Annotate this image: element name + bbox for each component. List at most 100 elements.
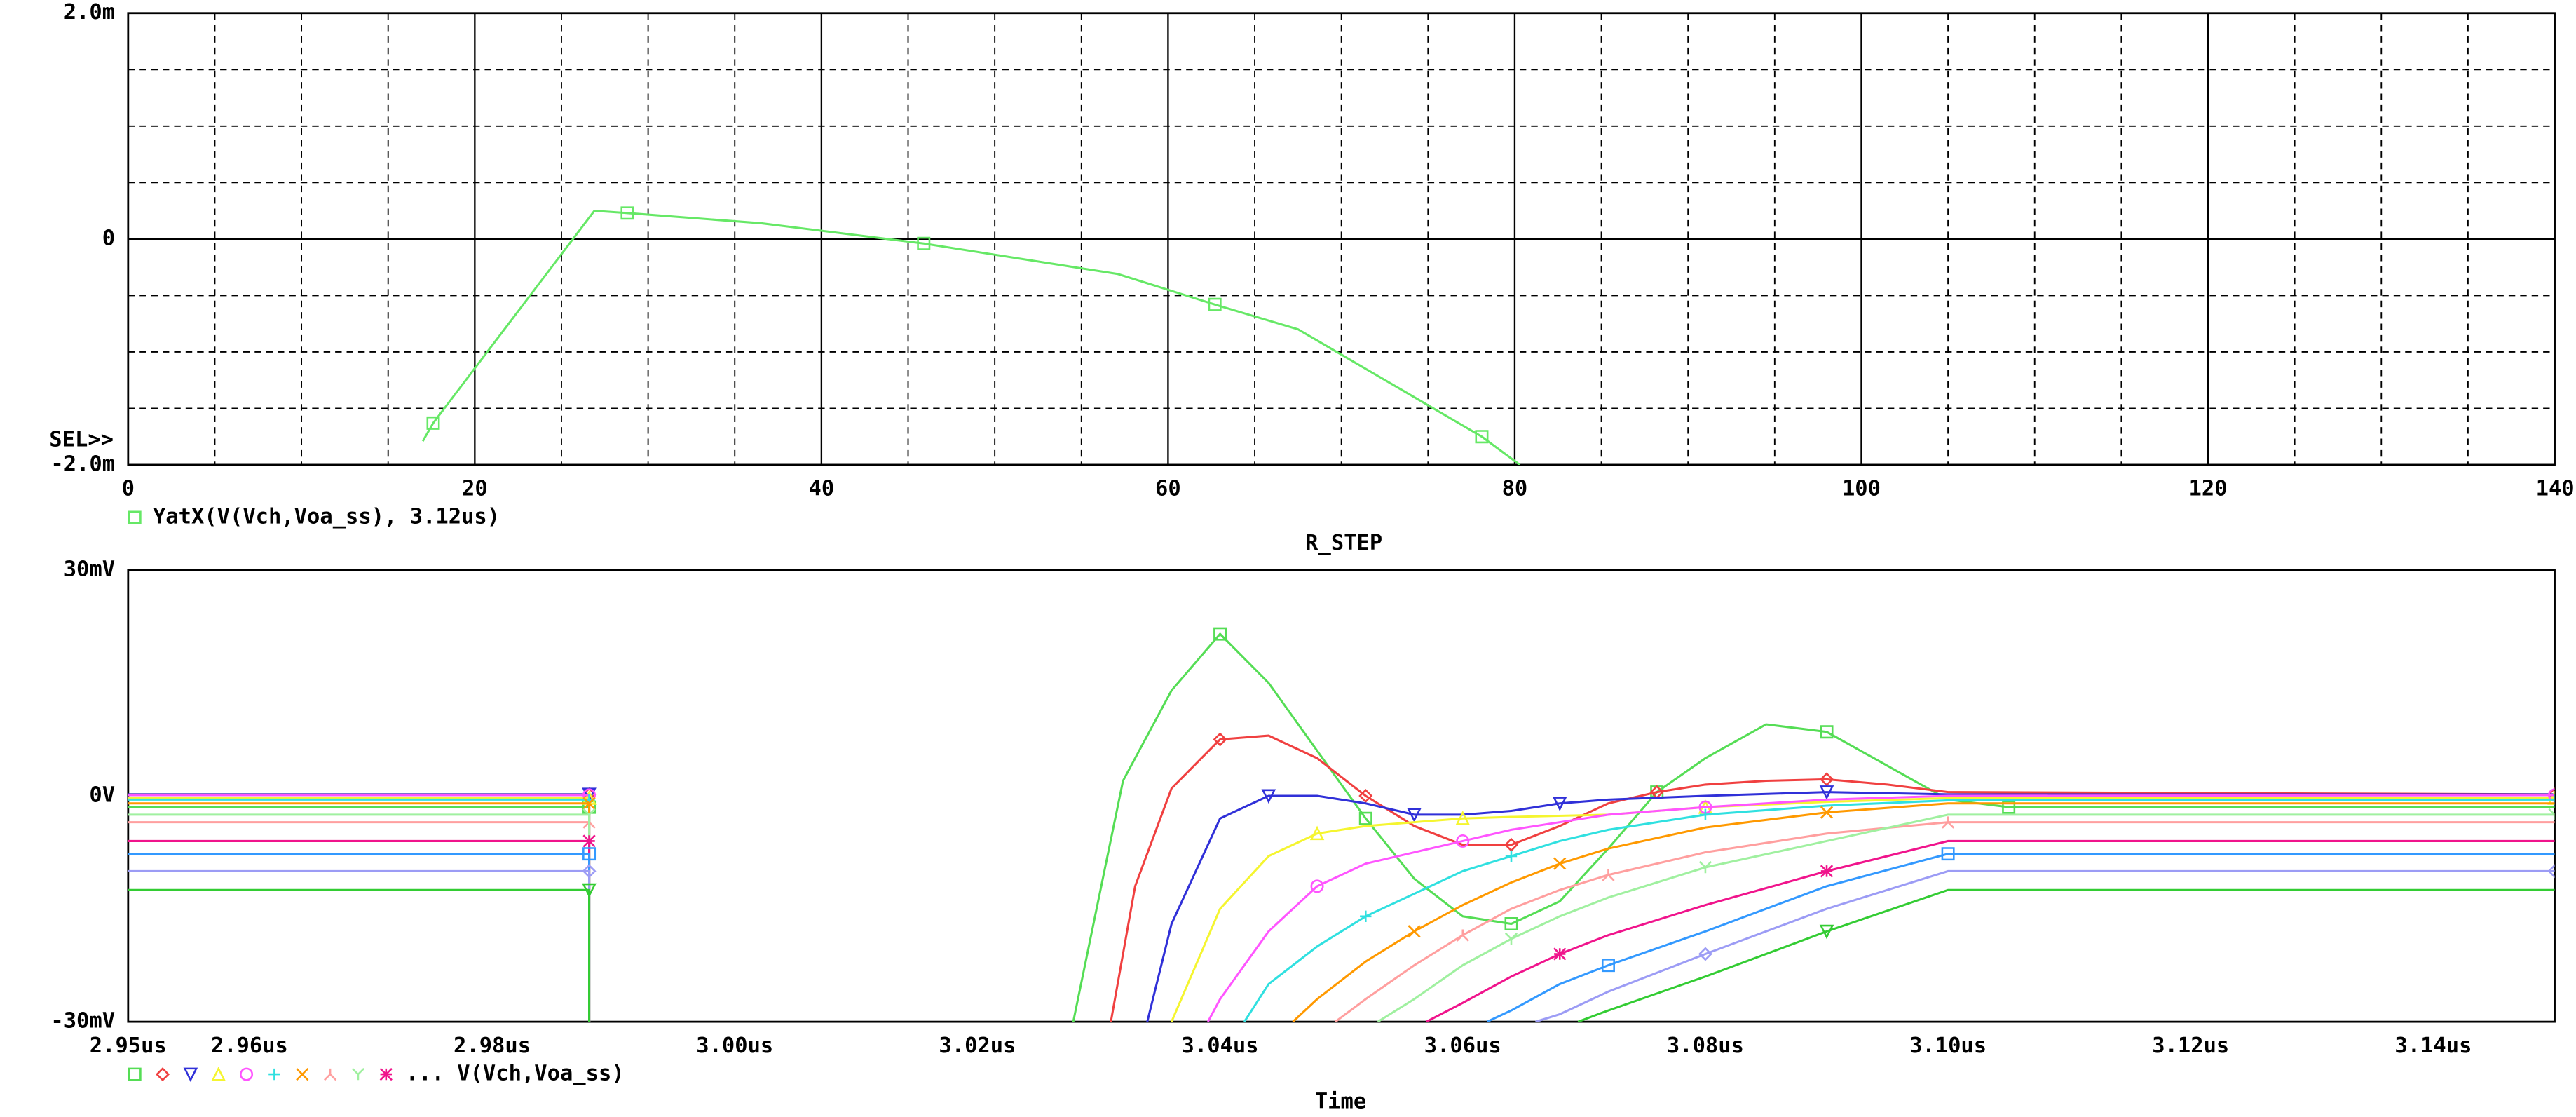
selection-marker: SEL>> (49, 427, 114, 452)
trace-marker (1360, 910, 1372, 923)
x-tick-label: 3.04us (1182, 1034, 1259, 1058)
x-tick-label: 80 (1502, 477, 1528, 501)
x-tick-label: 3.06us (1424, 1034, 1501, 1058)
legend-marker (128, 510, 142, 524)
trace-marker (582, 808, 596, 821)
trace-marker (1601, 959, 1615, 973)
trace-marker (1309, 825, 1325, 841)
trace-marker (1505, 850, 1518, 862)
trace (421, 210, 1521, 465)
trace-marker (2549, 794, 2555, 806)
plot-area (128, 627, 2555, 1022)
trace-marker (582, 883, 597, 898)
x-tick-label: 40 (809, 477, 835, 501)
trace-marker (620, 206, 634, 220)
legend-marker (211, 1067, 226, 1081)
trace-marker (1208, 297, 1222, 311)
trace-marker (2547, 864, 2555, 879)
trace-marker (1213, 627, 1227, 641)
x-tick-label: 3.14us (2394, 1034, 2472, 1058)
x-tick-label: 2.98us (454, 1034, 531, 1058)
y-tick-label: 2.0m (64, 0, 115, 25)
trace-marker (1941, 847, 1955, 861)
trace-marker (1552, 797, 1567, 811)
trace-marker (1455, 811, 1471, 825)
x-tick-label: 60 (1155, 477, 1181, 501)
x-tick-label: 100 (1842, 477, 1881, 501)
x-tick-label: 3.02us (939, 1034, 1016, 1058)
legend-marker (268, 1068, 280, 1081)
legend-marker (351, 1067, 365, 1081)
trace-marker (1820, 725, 1834, 739)
x-tick-label: 0 (122, 477, 135, 501)
x-axis-title: R_STEP (1305, 531, 1382, 555)
y-tick-label: 30mV (64, 557, 115, 581)
legend-marker (156, 1067, 170, 1082)
legend-marker (296, 1067, 309, 1081)
trace-marker (2548, 808, 2555, 821)
trace-marker (2547, 790, 2555, 805)
trace-marker (1820, 865, 1834, 878)
x-tick-label: 20 (462, 477, 488, 501)
trace-marker (1358, 788, 1373, 804)
trace-marker (1819, 785, 1834, 800)
trace-marker (1819, 924, 1834, 940)
trace-marker (1358, 811, 1372, 825)
y-tick-label: -2.0m (50, 452, 115, 476)
y-tick-label: -30mV (50, 1009, 115, 1034)
trace-marker (1504, 917, 1518, 931)
trace (128, 888, 2555, 1022)
trace-marker (1213, 732, 1227, 747)
plot-area (421, 206, 1521, 465)
trace-marker (1456, 929, 1469, 942)
trace-marker (1941, 816, 1955, 829)
trace-marker (582, 847, 597, 861)
trace-marker (1698, 800, 1712, 814)
x-tick-label: 3.08us (1667, 1034, 1744, 1058)
legend-marker (128, 1067, 142, 1081)
legend-marker (323, 1068, 337, 1081)
x-tick-label: 3.12us (2152, 1034, 2229, 1058)
trace-marker (582, 834, 596, 848)
trace-marker (1407, 808, 1422, 822)
trace-marker (1475, 430, 1489, 444)
trace-marker (2002, 800, 2016, 814)
x-tick-label: 140 (2536, 477, 2575, 501)
trace-marker (1456, 834, 1470, 848)
legend-label: YatX(V(Vch,Voa_ss), 3.12us) (153, 504, 500, 529)
legend-marker (183, 1067, 198, 1083)
x-axis-title: Time (1315, 1089, 1366, 1113)
legend-marker (379, 1067, 393, 1081)
legend-marker (240, 1067, 254, 1081)
y-tick-label: 0 (102, 226, 115, 250)
legend-label: ... V(Vch,Voa_ss) (406, 1062, 625, 1086)
trace-marker (582, 864, 597, 879)
trace-marker (1553, 857, 1567, 870)
trace-marker (1698, 947, 1712, 961)
x-tick-label: 3.10us (1909, 1034, 1986, 1058)
trace-marker (917, 236, 931, 250)
x-tick-label: 2.95us (90, 1034, 167, 1058)
trace-marker (1504, 932, 1518, 945)
trace-marker (1819, 772, 1834, 787)
trace-marker (1699, 808, 1712, 821)
plot-frame (127, 12, 2556, 466)
trace-marker (582, 797, 596, 810)
trace-marker (1261, 789, 1276, 804)
trace-marker (1602, 869, 1615, 881)
x-tick-label: 3.00us (696, 1034, 773, 1058)
trace-marker (1408, 925, 1421, 938)
x-tick-label: 120 (2188, 477, 2227, 501)
trace-marker (1553, 947, 1567, 961)
y-tick-label: 0V (89, 783, 115, 808)
trace-marker (2547, 787, 2555, 801)
x-tick-label: 2.96us (211, 1034, 288, 1058)
trace-marker (426, 416, 440, 430)
trace-marker (1698, 860, 1712, 874)
trace-marker (1310, 879, 1324, 893)
trace-marker (1820, 806, 1834, 819)
